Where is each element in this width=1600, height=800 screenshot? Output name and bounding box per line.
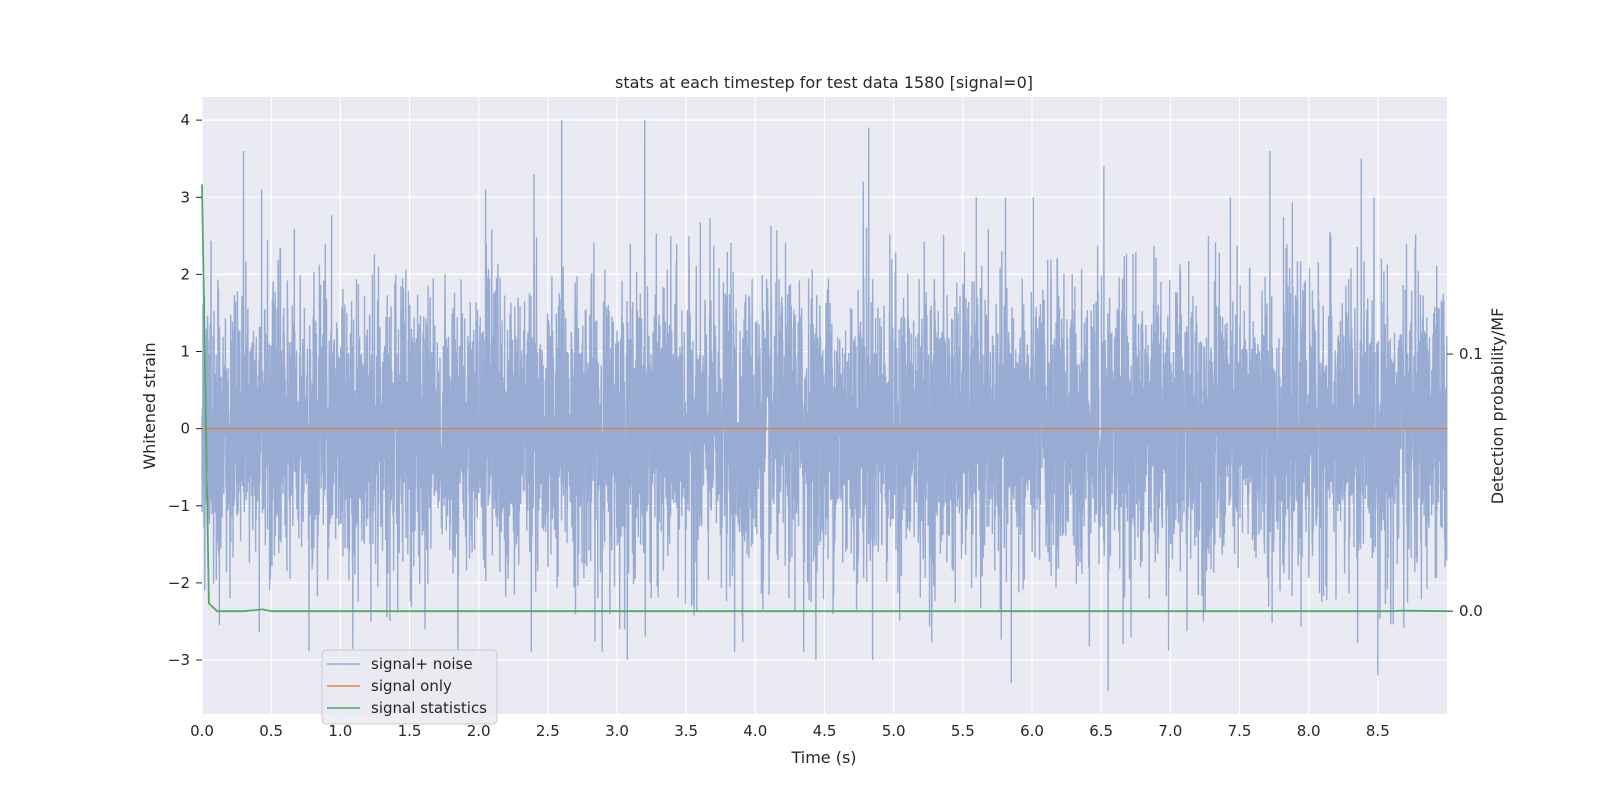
- legend: signal+ noise signal only signal statist…: [321, 649, 498, 725]
- y-tick-label: 0: [180, 420, 190, 438]
- y-tick-label: −3: [168, 651, 190, 669]
- y-tick-label: −1: [168, 497, 190, 515]
- x-axis: 0.0 0.5 1.0 1.5 2.0 2.5 3.0 3.5 4.0 4.5 5.0 5.5 6.0 6…: [190, 722, 1390, 740]
- series-lines: [201, 184, 1448, 613]
- y-axis: 4 3 2 1 0 −1 −2 −3: [168, 111, 202, 669]
- x-tick-label: 6.5: [1089, 722, 1113, 740]
- x-tick-label: 4.0: [743, 722, 767, 740]
- x-tick-label: 7.0: [1158, 722, 1182, 740]
- y-tick-label: 1: [180, 343, 190, 361]
- x-tick-label: 8.0: [1297, 722, 1321, 740]
- x-tick-label: 0.5: [259, 722, 283, 740]
- x-tick-label: 3.5: [674, 722, 698, 740]
- x-tick-label: 6.0: [1020, 722, 1044, 740]
- x-tick-label: 7.5: [1228, 722, 1252, 740]
- x-axis-label: Time (s): [790, 748, 856, 767]
- y-tick-label: 3: [180, 188, 190, 206]
- legend-label-signal-statistics: signal statistics: [371, 699, 487, 717]
- y-axis-label: Whitened strain: [140, 342, 159, 469]
- legend-label-signal-only: signal only: [371, 677, 452, 695]
- signal-noise-line: [201, 120, 1448, 691]
- legend-label-signal-noise: signal+ noise: [371, 655, 473, 673]
- x-tick-label: 2.5: [536, 722, 560, 740]
- legend-box: [321, 649, 498, 725]
- y2-axis: 0.1 0.0: [1447, 345, 1483, 620]
- y2-tick-label: 0.0: [1459, 602, 1483, 620]
- x-tick-label: 0.0: [190, 722, 214, 740]
- y-tick-label: −2: [168, 574, 190, 592]
- y2-tick-label: 0.1: [1459, 345, 1483, 363]
- x-tick-label: 5.5: [951, 722, 975, 740]
- x-tick-label: 3.0: [605, 722, 629, 740]
- chart-title: stats at each timestep for test data 158…: [615, 73, 1033, 92]
- series-signal-noise: [201, 120, 1448, 691]
- y-tick-label: 2: [180, 265, 190, 283]
- x-tick-label: 5.0: [882, 722, 906, 740]
- x-tick-label: 8.5: [1366, 722, 1390, 740]
- y2-axis-label: Detection probability/MF: [1488, 308, 1507, 505]
- x-tick-label: 4.5: [813, 722, 837, 740]
- x-tick-label: 1.0: [328, 722, 352, 740]
- x-tick-label: 1.5: [398, 722, 422, 740]
- x-tick-label: 2.0: [467, 722, 491, 740]
- signal-statistics-line: [201, 184, 1448, 613]
- y-tick-label: 4: [180, 111, 190, 129]
